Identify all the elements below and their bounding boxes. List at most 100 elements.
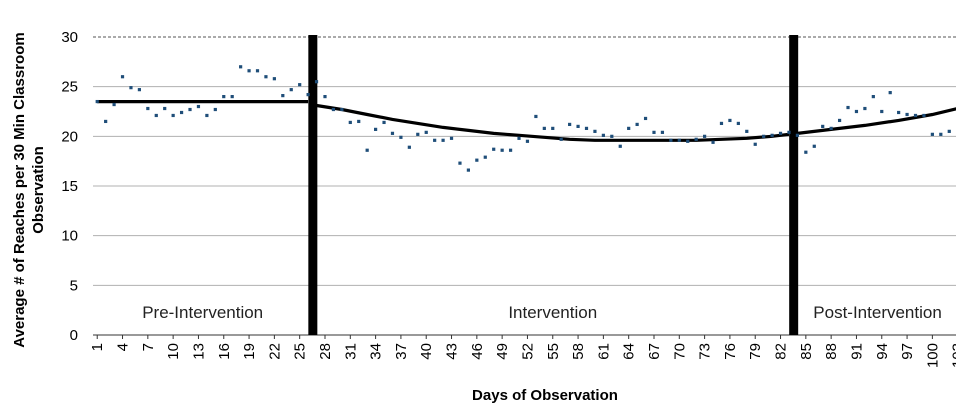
phase-labels: Pre-Intervention Intervention Post-Interve…	[142, 303, 942, 322]
data-point	[796, 134, 799, 137]
data-point	[264, 75, 267, 78]
data-point	[754, 143, 757, 146]
data-point	[391, 132, 394, 135]
data-point	[273, 77, 276, 80]
data-point	[619, 145, 622, 148]
data-point	[838, 119, 841, 122]
x-tick-label: 61	[595, 343, 612, 360]
data-point	[922, 114, 925, 117]
data-point	[669, 139, 672, 142]
data-point	[627, 127, 630, 130]
data-point	[366, 149, 369, 152]
x-axis-ticks: 1 4 7 10 13 16 19 22 25 28 31 34 37 40 43 46 49 52 55 58 61 6…	[89, 335, 956, 368]
data-point	[846, 106, 849, 109]
data-point	[509, 149, 512, 152]
data-point	[762, 135, 765, 138]
phase-dividers	[308, 35, 798, 335]
data-point	[821, 125, 824, 128]
x-tick-label: 79	[747, 343, 764, 360]
data-point	[703, 135, 706, 138]
data-point	[644, 117, 647, 120]
data-point	[475, 159, 478, 162]
trend-line	[797, 109, 956, 134]
gridlines	[93, 37, 956, 335]
phase-divider	[789, 35, 798, 335]
data-point	[467, 169, 470, 172]
data-point	[197, 105, 200, 108]
data-point	[146, 107, 149, 110]
data-point	[593, 130, 596, 133]
data-point	[863, 107, 866, 110]
x-tick-label: 67	[646, 343, 663, 360]
data-point	[425, 131, 428, 134]
y-tick-label: 0	[70, 327, 78, 344]
data-point	[872, 95, 875, 98]
x-tick-label: 91	[848, 343, 865, 360]
x-tick-label: 64	[621, 343, 638, 360]
phase-label: Post-Intervention	[813, 303, 942, 322]
data-point	[931, 133, 934, 136]
x-tick-label: 70	[671, 343, 688, 360]
data-point	[686, 140, 689, 143]
data-point	[745, 130, 748, 133]
data-point	[281, 94, 284, 97]
x-tick-label: 40	[418, 343, 435, 360]
data-point	[889, 91, 892, 94]
data-point	[433, 139, 436, 142]
x-tick-label: 58	[570, 343, 587, 360]
trend-line	[317, 106, 789, 141]
x-axis-title: Days of Observation	[472, 387, 618, 404]
data-point	[948, 130, 951, 133]
data-point	[450, 137, 453, 140]
x-tick-label: 82	[773, 343, 790, 360]
x-tick-label: 55	[545, 343, 562, 360]
phase-divider	[308, 35, 317, 335]
data-point	[239, 65, 242, 68]
data-point	[441, 139, 444, 142]
x-tick-label: 43	[444, 343, 461, 360]
data-point	[678, 139, 681, 142]
data-point	[526, 140, 529, 143]
data-point	[576, 125, 579, 128]
data-point	[779, 132, 782, 135]
data-point	[905, 113, 908, 116]
x-tick-label: 19	[241, 343, 258, 360]
data-point	[610, 135, 613, 138]
x-tick-label: 25	[292, 343, 309, 360]
data-point	[855, 110, 858, 113]
data-point	[129, 86, 132, 89]
data-point	[222, 95, 225, 98]
x-tick-label: 88	[823, 343, 840, 360]
data-point	[205, 114, 208, 117]
y-tick-label: 15	[61, 178, 78, 195]
data-point	[695, 138, 698, 141]
y-tick-label: 20	[61, 128, 78, 145]
data-point	[349, 121, 352, 124]
x-tick-label: 46	[469, 343, 486, 360]
data-point	[256, 69, 259, 72]
data-points	[96, 65, 956, 172]
data-point	[585, 127, 588, 130]
x-tick-label: 85	[798, 343, 815, 360]
data-point	[770, 134, 773, 137]
data-point	[332, 108, 335, 111]
x-tick-label: 37	[393, 343, 410, 360]
data-point	[914, 114, 917, 117]
data-point	[501, 149, 504, 152]
data-point	[112, 103, 115, 106]
data-point	[163, 107, 166, 110]
phase-label: Pre-Intervention	[142, 303, 263, 322]
y-tick-label: 10	[61, 228, 78, 245]
data-point	[787, 131, 790, 134]
data-point	[880, 110, 883, 113]
x-tick-label: 28	[317, 343, 334, 360]
x-tick-label: 52	[519, 343, 536, 360]
x-tick-label: 34	[368, 343, 385, 360]
data-point	[382, 121, 385, 124]
x-tick-label: 16	[216, 343, 233, 360]
data-point	[661, 131, 664, 134]
data-point	[897, 111, 900, 114]
data-point	[543, 127, 546, 130]
data-point	[484, 156, 487, 159]
